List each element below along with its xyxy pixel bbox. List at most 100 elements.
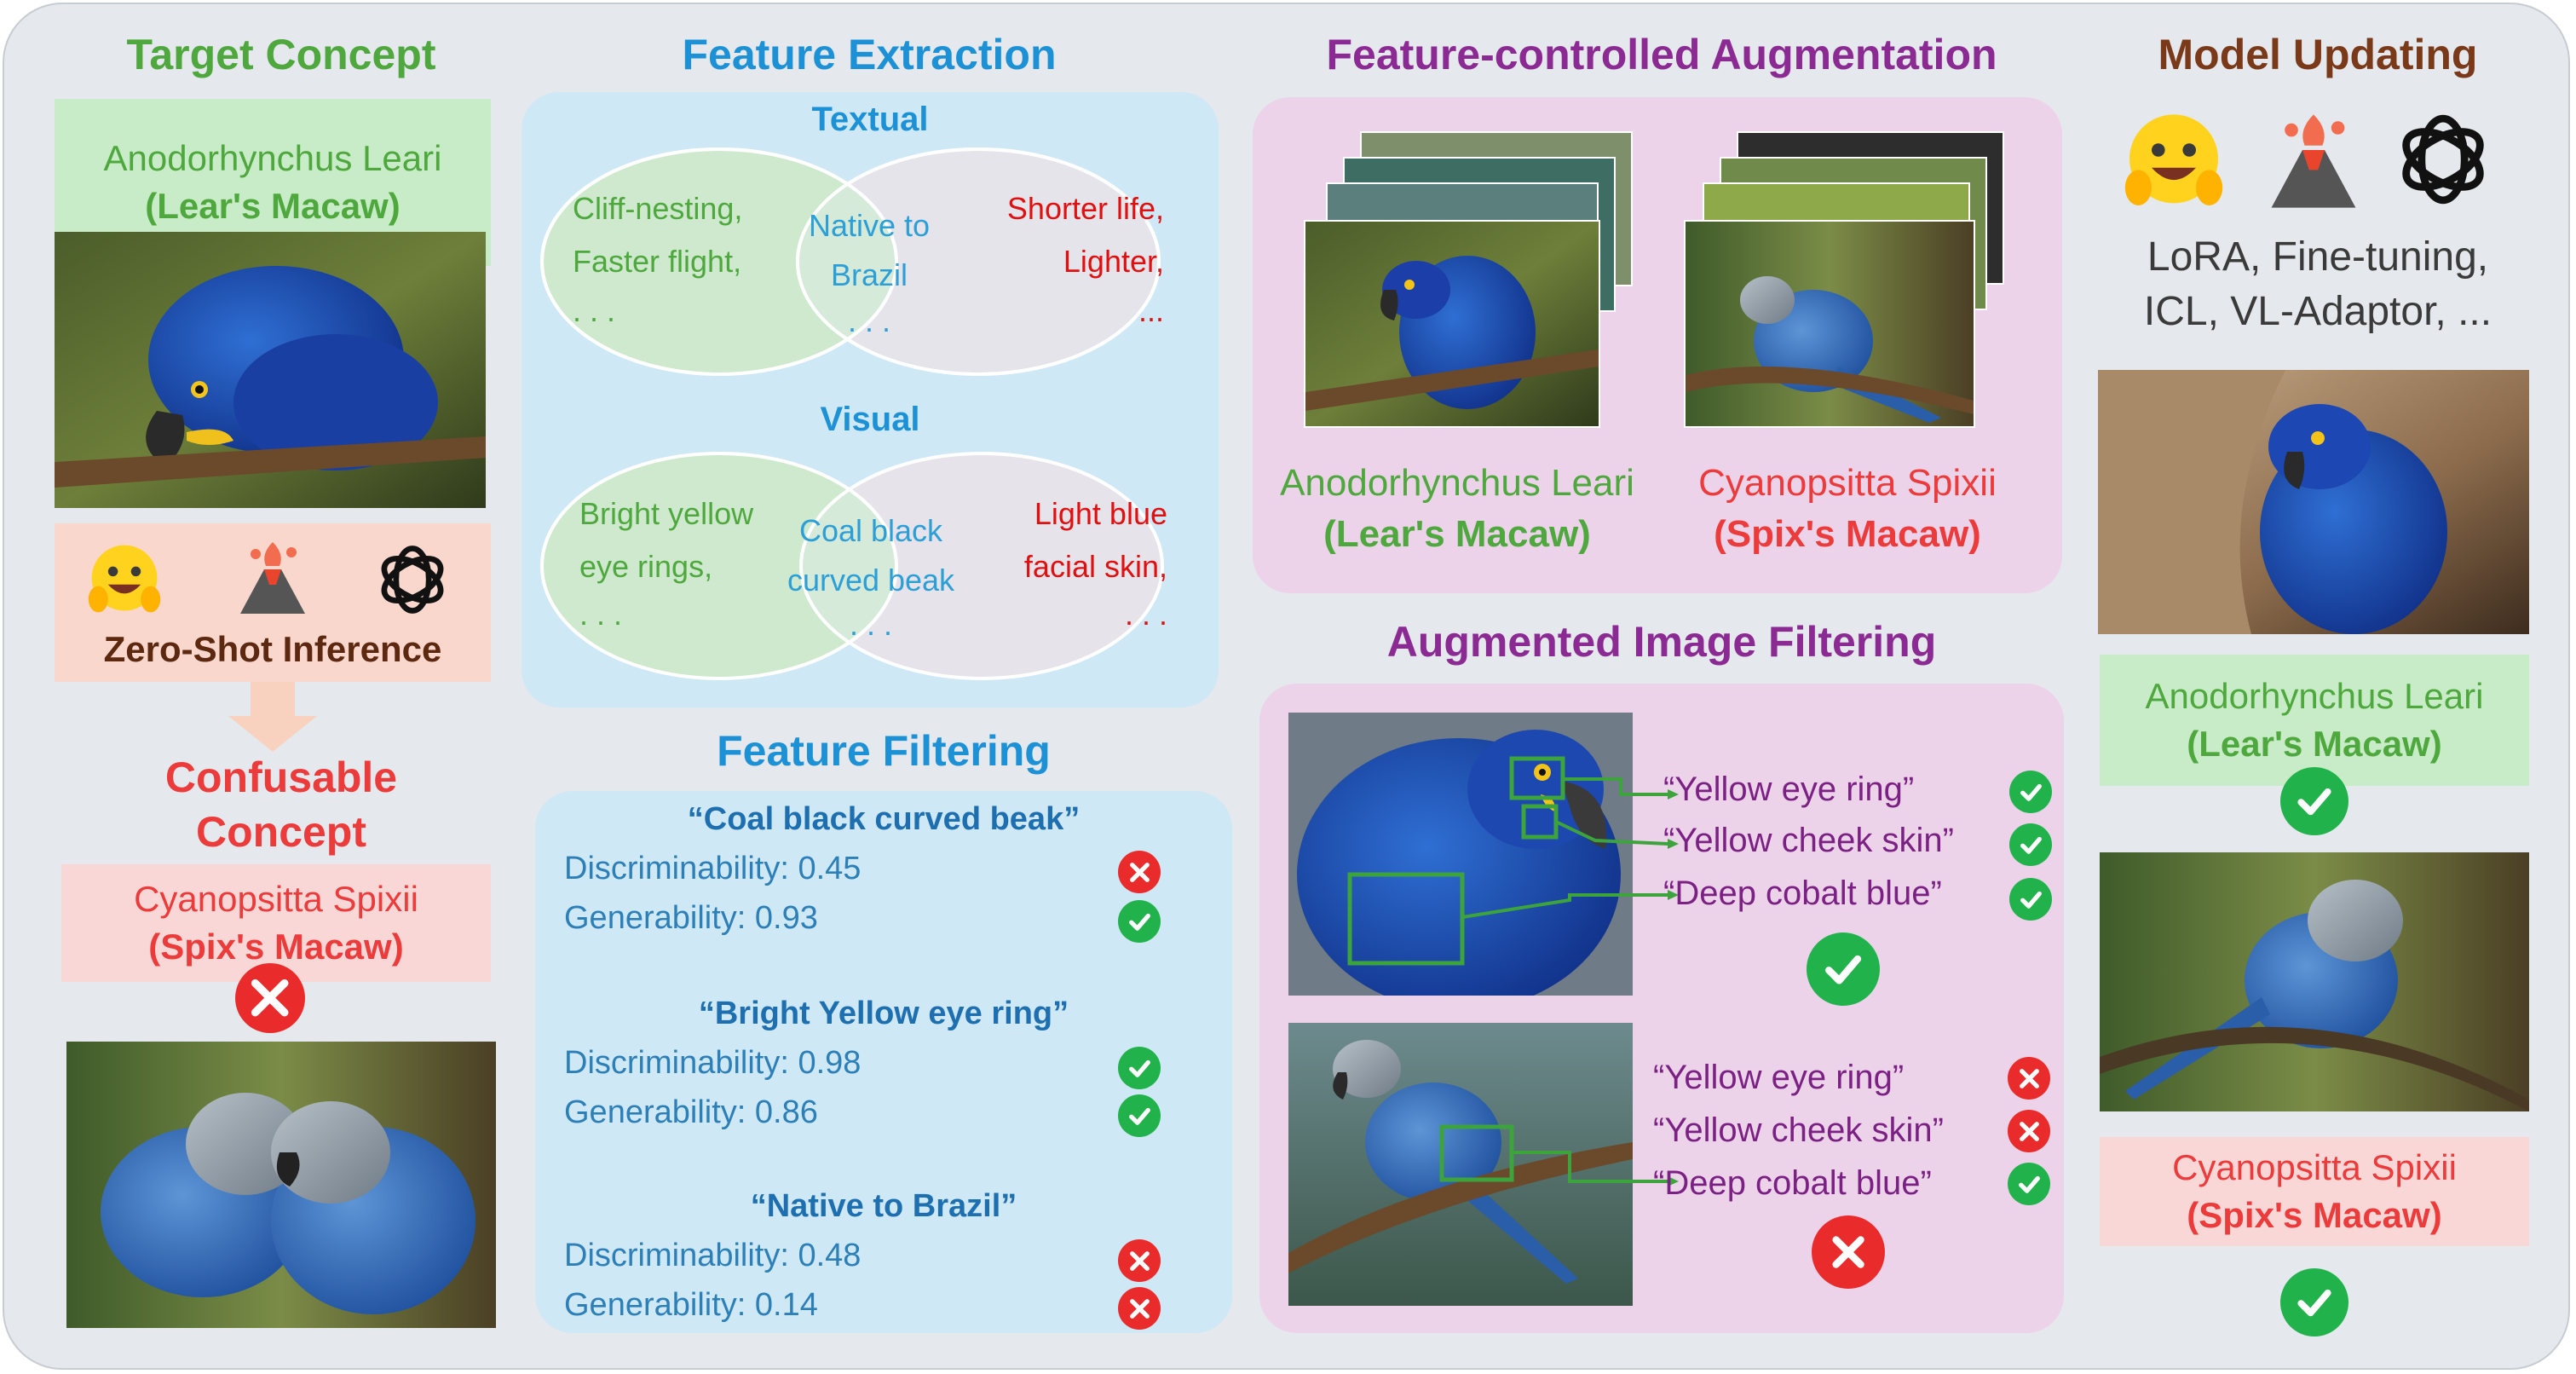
model-updating-header: Model Updating	[2158, 31, 2478, 78]
filtered-spix-annotations	[1439, 1124, 1679, 1186]
augmented-filtering-header: Augmented Image Filtering	[1386, 618, 1937, 666]
fail-icon	[1118, 851, 1161, 893]
visual-left-3: . . .	[579, 597, 623, 632]
pass-icon	[1118, 1047, 1161, 1089]
volcano-icon	[2258, 106, 2369, 216]
visual-left-2: eye rings,	[579, 549, 713, 584]
zero-shot-box: Zero-Shot Inference	[55, 523, 491, 682]
volcano-icon	[230, 535, 315, 621]
filter-check-label: “Yellow cheek skin”	[1653, 1111, 1944, 1149]
visual-mid-3: . . .	[849, 607, 892, 642]
augment-right-common: (Spix's Macaw)	[1714, 513, 1981, 555]
textual-mid-2: Brazil	[830, 257, 908, 292]
textual-mid-1: Native to	[808, 208, 931, 243]
filter-check-label: “Deep cobalt blue”	[1653, 1164, 1932, 1202]
fail-icon	[1118, 1239, 1161, 1282]
augmented-spix-macaw-image	[1684, 220, 1975, 428]
augmentation-header: Feature-controlled Augmentation	[1326, 31, 1997, 78]
visual-mid-1: Coal black	[798, 513, 943, 548]
confusable-header: Confusable Concept	[60, 750, 503, 859]
image-rejected-icon	[1812, 1215, 1885, 1289]
updated-confusable-name: Cyanopsitta Spixii	[2172, 1147, 2457, 1187]
confusable-concept-name: Cyanopsitta Spixii	[134, 879, 418, 919]
pass-icon	[2009, 878, 2052, 921]
feature-title: “Native to Brazil”	[750, 1188, 1017, 1224]
confusable-header-line1: Confusable	[164, 753, 398, 801]
confusable-header-line2: Concept	[196, 808, 366, 856]
feature-discriminability: Discriminability: 0.48	[564, 1238, 862, 1273]
filtered-lear-annotations	[1347, 756, 1679, 966]
textual-left-3: . . .	[573, 293, 616, 328]
textual-left-2: Faster flight,	[573, 244, 742, 279]
feature-title: “Coal black curved beak”	[687, 801, 1081, 837]
fail-icon	[2008, 1110, 2050, 1152]
textual-right-2: Lighter,	[1063, 244, 1164, 279]
updated-confusable-box: Cyanopsitta Spixii (Spix's Macaw)	[2100, 1137, 2529, 1246]
augmented-lear-macaw-image	[1304, 220, 1600, 428]
visual-right-3: . . .	[1124, 597, 1167, 632]
filter-check-label: “Deep cobalt blue”	[1663, 875, 1942, 912]
textual-label: Textual	[811, 101, 929, 138]
augment-right-name: Cyanopsitta Spixii	[1698, 462, 1997, 504]
fail-icon	[1118, 1287, 1161, 1330]
filtered-spix-image	[1288, 1023, 1633, 1306]
methods-line1: LoRA, Fine-tuning,	[2147, 234, 2489, 280]
target-concept-name: Anodorhynchus Leari	[103, 138, 442, 178]
openai-icon	[372, 539, 453, 621]
updated-target-name: Anodorhynchus Leari	[2145, 676, 2484, 716]
updated-confusable-common: (Spix's Macaw)	[2187, 1195, 2442, 1235]
updated-target-box: Anodorhynchus Leari (Lear's Macaw)	[2100, 655, 2529, 786]
filter-check-label: “Yellow eye ring”	[1653, 1059, 1905, 1096]
feature-filtering-header: Feature Filtering	[717, 727, 1051, 775]
updated-spix-photo	[2100, 852, 2529, 1111]
down-arrow-icon	[228, 682, 317, 752]
target-correct-icon	[2280, 767, 2348, 835]
zero-shot-wrong-icon	[235, 963, 305, 1033]
filter-check-label: “Yellow eye ring”	[1663, 771, 1915, 808]
visual-right-1: Light blue	[1034, 496, 1167, 531]
textual-mid-3: . . .	[847, 303, 890, 338]
fail-icon	[2008, 1057, 2050, 1100]
target-concept-photo	[55, 232, 486, 508]
pass-icon	[2008, 1163, 2050, 1205]
confusable-concept-box: Cyanopsitta Spixii (Spix's Macaw)	[61, 864, 491, 982]
pass-icon	[1118, 1094, 1161, 1137]
textual-right-1: Shorter life,	[1006, 191, 1164, 226]
target-concept-common: (Lear's Macaw)	[145, 186, 401, 226]
openai-icon	[2389, 106, 2497, 213]
feature-generability: Generability: 0.14	[564, 1287, 818, 1323]
textual-venn	[540, 147, 1161, 376]
confusable-concept-common: (Spix's Macaw)	[148, 927, 404, 967]
filter-check-label: “Yellow cheek skin”	[1663, 822, 1954, 859]
textual-left-1: Cliff-nesting,	[573, 191, 743, 226]
confusable-concept-photo	[66, 1042, 496, 1328]
updated-lear-photo	[2098, 370, 2529, 634]
target-concept-header: Target Concept	[126, 31, 436, 78]
confusable-correct-icon	[2280, 1268, 2348, 1336]
visual-venn	[540, 452, 1164, 680]
textual-right-3: ...	[1138, 293, 1164, 328]
feature-discriminability: Discriminability: 0.45	[564, 851, 862, 886]
visual-left-1: Bright yellow	[579, 496, 754, 531]
augment-left-common: (Lear's Macaw)	[1323, 513, 1591, 555]
updated-target-common: (Lear's Macaw)	[2187, 724, 2442, 764]
feature-filtering-panel	[535, 791, 1232, 1333]
pass-icon	[2009, 771, 2052, 813]
visual-label: Visual	[820, 401, 920, 438]
hugging-face-icon	[84, 539, 165, 621]
feature-title: “Bright Yellow eye ring”	[698, 996, 1069, 1031]
visual-right-2: facial skin,	[1023, 549, 1167, 584]
visual-mid-2: curved beak	[787, 563, 955, 598]
image-accepted-icon	[1807, 932, 1880, 1006]
augment-left-name: Anodorhynchus Leari	[1280, 462, 1634, 504]
feature-generability: Generability: 0.86	[564, 1094, 818, 1130]
methods-line2: ICL, VL-Adaptor, ...	[2143, 289, 2492, 334]
zero-shot-label: Zero-Shot Inference	[103, 629, 442, 669]
hugging-face-icon	[2118, 106, 2229, 216]
feature-generability: Generability: 0.93	[564, 900, 818, 936]
feature-extraction-header: Feature Extraction	[682, 31, 1057, 78]
pass-icon	[1118, 900, 1161, 943]
pass-icon	[2009, 823, 2052, 866]
feature-discriminability: Discriminability: 0.98	[564, 1045, 862, 1081]
